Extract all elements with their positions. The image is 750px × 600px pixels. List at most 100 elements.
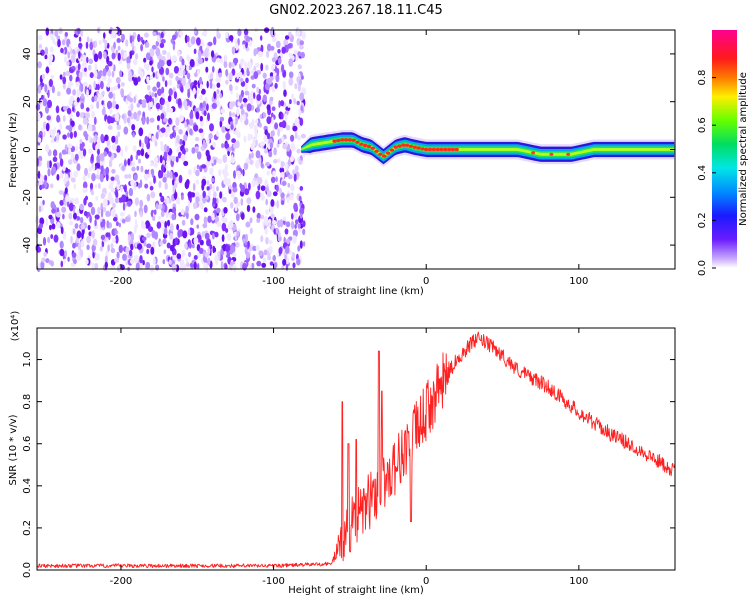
noise-blob xyxy=(275,228,279,234)
noise-blob xyxy=(166,170,170,179)
ridge-peak-mark xyxy=(359,142,364,146)
noise-blob xyxy=(113,85,119,91)
noise-blob xyxy=(137,34,141,43)
noise-blob xyxy=(124,145,128,152)
noise-blob xyxy=(254,124,258,133)
noise-blob xyxy=(138,99,143,105)
noise-blob xyxy=(37,137,42,143)
noise-blob xyxy=(215,197,219,205)
snr-y-label: SNR (10 * v/v) xyxy=(8,414,19,485)
noise-blob xyxy=(112,92,116,101)
noise-blob xyxy=(248,153,252,161)
noise-blob xyxy=(202,190,206,198)
noise-blob xyxy=(126,56,131,65)
noise-blob xyxy=(154,140,158,147)
noise-blob xyxy=(193,255,198,260)
noise-blob xyxy=(225,79,229,85)
noise-blob xyxy=(128,173,132,179)
noise-blob xyxy=(242,262,248,271)
ridge-peak-mark xyxy=(408,144,414,148)
noise-blob xyxy=(99,160,105,167)
noise-blob xyxy=(262,112,267,118)
noise-blob xyxy=(117,179,121,185)
noise-blob xyxy=(281,46,287,54)
noise-blob xyxy=(78,71,83,80)
noise-blob xyxy=(284,163,289,171)
noise-blob xyxy=(173,91,177,100)
noise-blob xyxy=(111,143,117,151)
noise-blob xyxy=(62,165,66,172)
noise-blob xyxy=(117,131,121,138)
noise-blob xyxy=(185,257,188,264)
noise-blob xyxy=(181,58,185,66)
noise-blob xyxy=(270,130,275,137)
noise-blob xyxy=(199,102,203,109)
noise-blob xyxy=(171,263,177,272)
noise-blob xyxy=(108,159,113,168)
noise-blob xyxy=(149,74,154,81)
noise-blob xyxy=(39,217,45,226)
noise-blob xyxy=(160,38,166,44)
ridge-peak-mark xyxy=(549,152,554,156)
noise-blob xyxy=(232,252,237,258)
noise-blob xyxy=(292,55,295,61)
noise-blob xyxy=(201,164,207,169)
noise-blob xyxy=(41,257,46,263)
noise-blob xyxy=(275,40,281,49)
noise-blob xyxy=(162,118,168,123)
noise-blob xyxy=(298,108,302,116)
noise-blob xyxy=(99,173,104,183)
noise-blob xyxy=(234,58,238,66)
noise-blob xyxy=(111,168,116,174)
noise-blob xyxy=(216,99,220,106)
noise-blob xyxy=(205,195,209,200)
noise-blob xyxy=(53,234,59,243)
noise-blob xyxy=(100,133,104,143)
noise-blob xyxy=(116,251,120,259)
noise-blob xyxy=(150,246,155,255)
noise-blob xyxy=(270,176,276,183)
noise-blob xyxy=(299,117,304,127)
noise-blob xyxy=(47,236,51,244)
noise-blob xyxy=(189,128,193,136)
noise-blob xyxy=(168,259,172,265)
noise-blob xyxy=(168,170,173,179)
noise-blob xyxy=(206,180,210,186)
noise-blob xyxy=(154,156,159,164)
noise-blob xyxy=(153,209,157,215)
noise-blob xyxy=(166,145,170,153)
noise-blob xyxy=(195,148,199,154)
noise-blob xyxy=(184,180,190,190)
noise-blob xyxy=(94,219,97,227)
noise-blob xyxy=(113,41,116,50)
noise-blob xyxy=(278,100,281,108)
noise-blob xyxy=(235,241,240,248)
noise-blob xyxy=(146,193,151,202)
noise-blob xyxy=(67,132,70,138)
noise-blob xyxy=(55,105,60,114)
noise-blob xyxy=(247,61,253,70)
noise-blob xyxy=(282,258,287,266)
noise-blob xyxy=(193,202,198,210)
noise-blob xyxy=(116,38,121,43)
noise-blob xyxy=(86,56,89,64)
noise-blob xyxy=(257,51,263,58)
noise-blob xyxy=(158,215,162,220)
noise-blob xyxy=(290,134,295,142)
noise-blob xyxy=(104,261,109,269)
noise-blob xyxy=(276,67,280,77)
noise-blob xyxy=(135,53,139,60)
noise-blob xyxy=(162,259,166,265)
noise-blob xyxy=(152,257,156,266)
noise-blob xyxy=(163,227,168,235)
noise-blob xyxy=(94,184,98,189)
noise-blob xyxy=(100,234,106,241)
noise-blob xyxy=(195,111,200,120)
noise-blob xyxy=(144,183,149,189)
noise-blob xyxy=(266,190,272,198)
noise-blob xyxy=(240,114,243,123)
noise-blob xyxy=(285,238,291,245)
noise-blob xyxy=(280,200,285,206)
noise-blob xyxy=(110,176,115,182)
noise-blob xyxy=(271,116,274,125)
